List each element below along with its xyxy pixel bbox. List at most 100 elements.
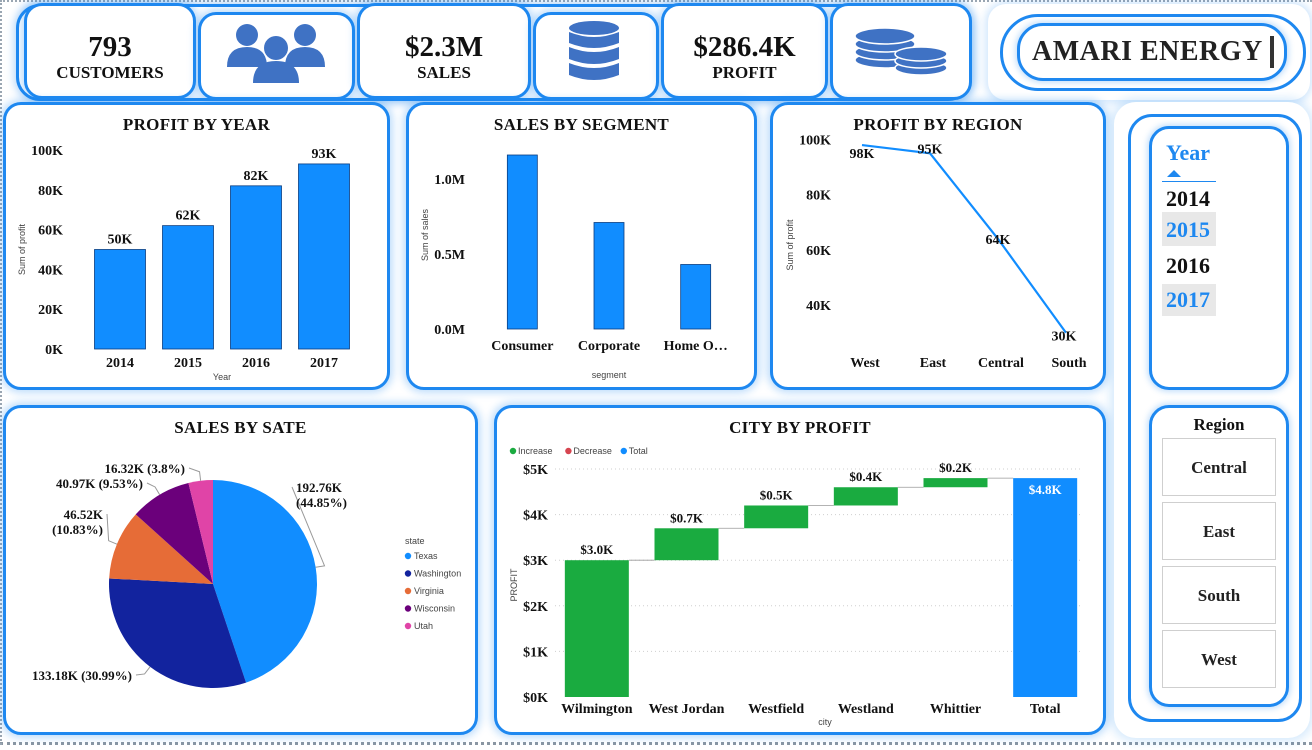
y-tick-label: 40K <box>806 299 831 314</box>
data-label: 95K <box>918 142 943 157</box>
legend-marker <box>404 587 412 595</box>
slice-label: (10.83%) <box>52 522 103 537</box>
year-option-label: 2014 <box>1166 186 1210 211</box>
x-tick-label: South <box>1051 356 1086 371</box>
y-tick-label: 100K <box>31 144 63 159</box>
y-tick-label: 40K <box>38 263 63 278</box>
waterfall-bar <box>833 487 898 506</box>
y-tick-label: $5K <box>523 463 548 478</box>
city-by-profit-chart: $0K $1K $2K $3K $4K $5K Increase Decrease Total $… <box>509 446 1081 727</box>
legend-label: Wisconsin <box>414 604 455 614</box>
waterfall-bar <box>654 528 719 561</box>
y-axis-title: PROFIT <box>509 568 519 602</box>
kpi-customers-value: 793 <box>88 31 132 63</box>
brand-pill-inner <box>1017 23 1287 81</box>
leader-line <box>188 467 202 481</box>
slice-label: 40.97K (9.53%) <box>56 476 143 491</box>
profit-by-year-title: PROFIT BY YEAR <box>122 115 271 134</box>
kpi-sales-value: $2.3M <box>404 31 484 63</box>
bar <box>162 225 214 350</box>
y-axis-title: Sum of profit <box>785 219 795 271</box>
leader-line <box>146 482 161 495</box>
y-axis-title: Sum of sales <box>420 208 430 261</box>
region-slicer-title: Region <box>1193 415 1245 434</box>
pie-slice <box>109 514 213 584</box>
x-tick-label: 2017 <box>310 356 338 371</box>
bar <box>298 163 350 350</box>
legend-marker <box>404 552 412 560</box>
legend-label: Utah <box>414 621 433 631</box>
pie-slice <box>108 578 247 688</box>
data-label: 82K <box>244 169 269 184</box>
waterfall-bar <box>923 478 988 488</box>
y-tick-label: $4K <box>523 509 548 524</box>
waterfall-bar <box>744 505 809 529</box>
x-tick-label: Total <box>1030 702 1061 717</box>
data-label: $4.8K <box>1029 482 1063 497</box>
dashboard-top-border <box>0 0 1312 3</box>
x-axis-title: segment <box>592 370 627 380</box>
data-label: $0.5K <box>760 487 794 502</box>
pie-slice <box>188 480 213 584</box>
pie-slice <box>213 480 317 683</box>
bar <box>506 154 538 330</box>
y-tick-label: 0.0M <box>434 323 465 338</box>
data-label: 98K <box>850 147 875 162</box>
y-tick-label: 20K <box>38 303 63 318</box>
y-tick-label: 100K <box>799 134 831 149</box>
data-label: 62K <box>176 209 201 224</box>
legend-marker <box>565 447 572 455</box>
y-axis-title: Sum of profit <box>17 223 27 275</box>
data-label: $3.0K <box>580 542 614 557</box>
region-option-east[interactable]: East <box>1162 502 1276 560</box>
x-tick-label: West <box>850 356 880 371</box>
data-label: 50K <box>108 233 133 248</box>
year-option-2015[interactable]: 2015 <box>1162 212 1216 246</box>
profit-by-region-panel: PROFIT BY REGION 40K 60K 80K 100K West 98K Eas… <box>770 102 1106 390</box>
x-tick-label: 2015 <box>174 356 202 371</box>
year-option-2016[interactable]: 2016 <box>1162 248 1216 282</box>
x-tick-label: Wilmington <box>561 702 633 717</box>
sales-by-segment-title: SALES BY SEGMENT <box>493 115 670 134</box>
sort-up-icon[interactable] <box>1167 170 1181 177</box>
region-option-central[interactable]: Central <box>1162 438 1276 496</box>
dashboard-left-border <box>0 0 3 745</box>
slice-label: 16.32K (3.8%) <box>104 461 185 476</box>
legend-marker <box>404 605 412 612</box>
waterfall-total-bar <box>1013 478 1078 697</box>
y-tick-label: 60K <box>38 224 63 239</box>
y-tick-label: $2K <box>523 600 548 615</box>
users-icon <box>227 24 325 83</box>
x-axis-title: Year <box>213 372 231 382</box>
kpi-profit-value: $286.4K <box>693 31 796 63</box>
sales-by-segment-chart: 0.0M 0.5M 1.0M Consumer Corporate Home O… segm… <box>420 154 728 380</box>
region-option-west[interactable]: West <box>1162 630 1276 688</box>
x-axis-title: city <box>818 717 832 727</box>
pie-slice <box>135 482 213 584</box>
y-tick-label: $3K <box>523 554 548 569</box>
leader-line <box>291 486 326 568</box>
profit-by-year-panel: PROFIT BY YEAR 0K 20K 40K 60K 80K 100K 50K 2014… <box>3 102 390 390</box>
kpi-customers-label: CUSTOMERS <box>56 63 164 82</box>
text-cursor <box>1270 36 1274 68</box>
bar <box>593 222 625 330</box>
year-option-label: 2017 <box>1166 287 1210 312</box>
city-by-profit-panel: CITY BY PROFIT $0K $1K $2K $3K $4K $5K Increas… <box>494 405 1106 735</box>
slice-label: 46.52K <box>64 507 104 522</box>
legend-label: Virginia <box>414 586 444 596</box>
region-option-south[interactable]: South <box>1162 566 1276 624</box>
kpi-profit-card: $286.4K PROFIT <box>661 3 828 99</box>
slice-label: 133.18K (30.99%) <box>32 668 132 683</box>
year-slicer-title: Year <box>1166 140 1210 165</box>
year-option-label: 2015 <box>1166 217 1210 242</box>
dashboard-bottom-border <box>0 742 1312 745</box>
leader-line <box>106 513 118 545</box>
year-option-2017[interactable]: 2017 <box>1162 284 1216 316</box>
year-option-2014[interactable]: 2014 <box>1162 184 1216 212</box>
data-label: $0.4K <box>849 469 883 484</box>
legend-label: Total <box>629 446 648 456</box>
kpi-sales-label: SALES <box>417 63 471 82</box>
city-by-profit-title: CITY BY PROFIT <box>729 418 871 437</box>
y-tick-label: 1.0M <box>434 173 465 188</box>
profit-by-year-chart: 0K 20K 40K 60K 80K 100K 50K 2014 62K 2015 82K 2016 9… <box>17 144 350 382</box>
